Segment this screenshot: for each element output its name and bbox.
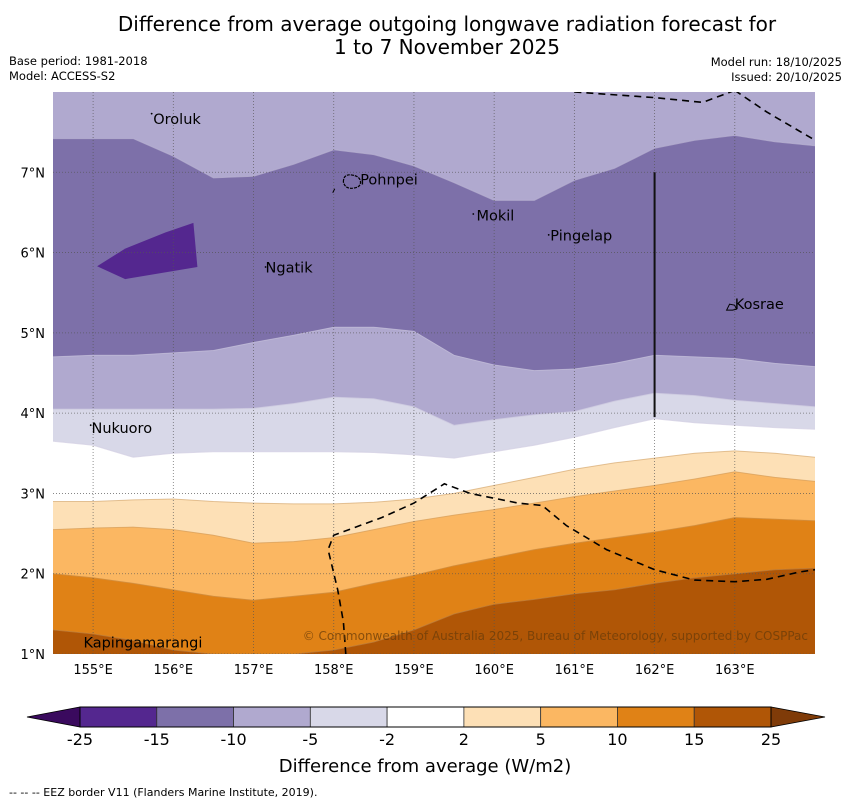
eez-footnote: -- -- -- EEZ border V11 (Flanders Marine… <box>9 786 318 799</box>
islands <box>89 112 738 427</box>
atoll-marker <box>89 424 92 427</box>
lon-tick-label: 162°E <box>635 663 675 678</box>
colorbar-tick-label: 25 <box>761 730 781 749</box>
colorbar-tick-label: 15 <box>684 730 704 749</box>
lon-tick-label: 157°E <box>234 663 274 678</box>
contour-line <box>53 516 815 601</box>
colorbar-swatch <box>386 706 465 728</box>
colorbar-tick-label: -2 <box>379 730 395 749</box>
place-label-kosrae: Kosrae <box>735 297 784 313</box>
colorbar-tick-label: -15 <box>144 730 170 749</box>
lat-tick-label: 3°N <box>21 487 46 502</box>
eez-borders <box>327 92 815 654</box>
colorbar-tick-label: 5 <box>536 730 546 749</box>
colorbar-tick-label: -25 <box>67 730 93 749</box>
lon-tick-label: 155°E <box>73 663 113 678</box>
lat-tick-label: 7°N <box>21 166 46 181</box>
colorbar-title: Difference from average (W/m2) <box>279 756 571 777</box>
contour-line <box>53 450 815 505</box>
colorbar-swatch <box>79 706 158 728</box>
colorbar-frame <box>79 706 772 728</box>
lon-tick-label: 161°E <box>555 663 595 678</box>
lon-tick-label: 159°E <box>394 663 434 678</box>
contour-line <box>53 326 815 372</box>
place-label-ngatik: Ngatik <box>266 261 314 277</box>
lat-tick-label: 6°N <box>21 247 46 262</box>
atoll-marker <box>264 266 267 268</box>
contour-line <box>53 392 815 426</box>
issued-date: Issued: 20/10/2025 <box>731 70 842 84</box>
colorbar-swatch <box>693 706 772 728</box>
title-line-2: 1 to 7 November 2025 <box>334 35 560 59</box>
colorbar-swatch <box>309 706 388 728</box>
lat-tick-label: 1°N <box>21 648 46 663</box>
atoll-marker <box>150 112 153 115</box>
lon-tick-label: 163°E <box>715 663 755 678</box>
colorbar-swatch <box>617 706 695 728</box>
lat-tick-label: 4°N <box>21 407 46 422</box>
run-info: Model run: 18/10/2025 Issued: 20/10/2025 <box>711 55 842 85</box>
atoll-marker <box>472 213 475 215</box>
title-line-1: Difference from average outgoing longwav… <box>117 12 777 36</box>
place-label-pohnpei: Pohnpei <box>360 172 418 188</box>
ant-atoll <box>332 188 336 193</box>
place-label-oroluk: Oroluk <box>153 112 201 128</box>
colorbar-swatch <box>463 706 542 728</box>
colorbar-tick-label: 10 <box>607 730 627 749</box>
kosrae-island <box>725 303 738 311</box>
lon-tick-label: 156°E <box>154 663 194 678</box>
eez-border-line <box>735 92 815 141</box>
model-run-date: Model run: 18/10/2025 <box>710 55 842 69</box>
eez-border-line <box>327 482 815 654</box>
colorbar-tick-label: -10 <box>220 730 246 749</box>
map-title: Difference from average outgoing longwav… <box>0 13 850 59</box>
lat-tick-label: 5°N <box>21 327 46 342</box>
colorbar-swatch <box>233 706 311 728</box>
colorbar-tick-label: 2 <box>459 730 469 749</box>
copyright-notice: © Commonwealth of Australia 2025, Bureau… <box>303 629 808 643</box>
colorbar-over-arrow <box>770 706 826 728</box>
longitude-ticks: 155°E 156°E 157°E 158°E 159°E 160°E 161°E 162°E… <box>73 663 754 678</box>
band-minus25-minus15 <box>97 222 198 280</box>
colorbar-swatch <box>156 706 234 728</box>
lon-tick-label: 158°E <box>314 663 354 678</box>
atoll-marker <box>547 234 550 236</box>
colorbar-swatch <box>540 706 618 728</box>
place-label-mokil: Mokil <box>477 208 515 224</box>
contour-line <box>53 418 815 459</box>
place-label-nukuoro: Nukuoro <box>92 421 153 437</box>
eez-border-line <box>574 92 733 104</box>
colorbar: -25 -15 -10 -5 -2 2 5 10 15 25 <box>26 706 826 749</box>
contour-line <box>53 471 815 544</box>
place-label-pingelap: Pingelap <box>550 229 612 245</box>
lat-tick-label: 2°N <box>21 568 46 583</box>
colorbar-tick-label: -5 <box>302 730 318 749</box>
model-info: Base period: 1981-2018 Model: ACCESS-S2 <box>9 54 148 84</box>
contour-line <box>53 134 815 201</box>
model-name: Model: ACCESS-S2 <box>9 69 116 83</box>
colorbar-under-arrow <box>26 706 81 728</box>
anomaly-fills <box>53 92 815 654</box>
lon-tick-label: 160°E <box>474 663 514 678</box>
base-period: Base period: 1981-2018 <box>9 54 148 68</box>
place-label-kapingamarangi: Kapingamarangi <box>83 636 202 652</box>
latitude-ticks: 1°N 2°N 3°N 4°N 5°N 6°N 7°N <box>21 166 46 663</box>
place-labels: Oroluk Pohnpei Mokil Pingelap Ngatik Kosrae Nu… <box>83 112 783 651</box>
pohnpei-island <box>342 174 362 189</box>
